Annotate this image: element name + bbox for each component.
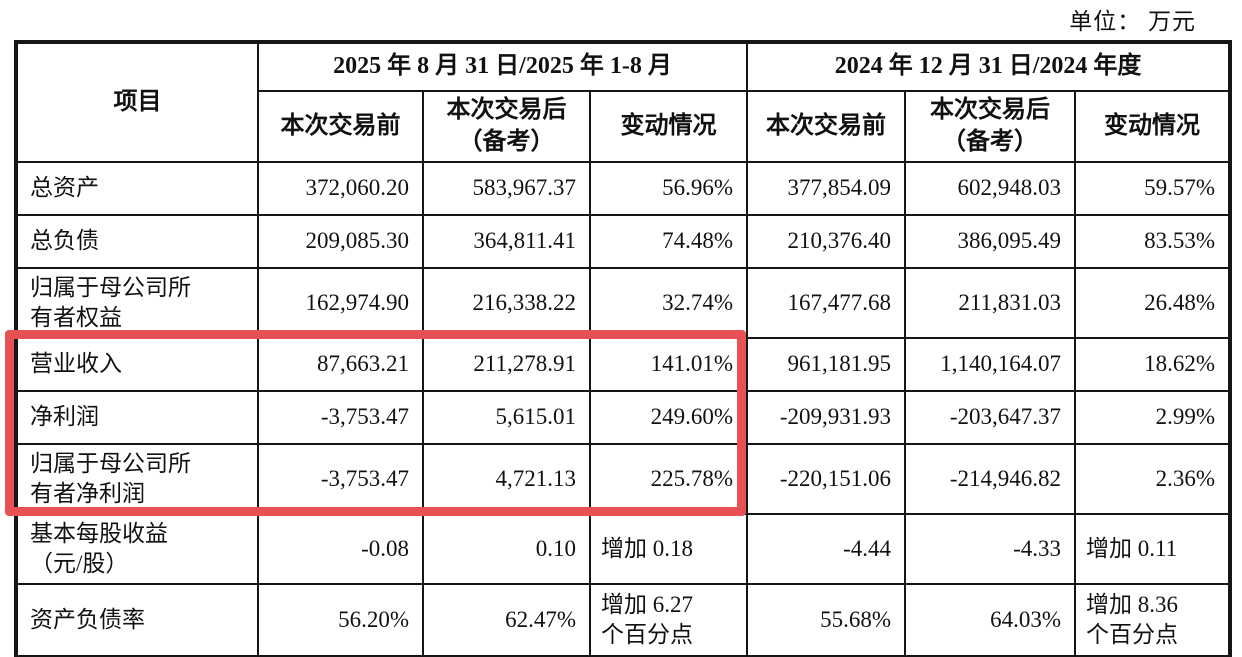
cell-change: 225.78% — [588, 443, 749, 515]
col-header-change-2024: 变动情况 — [1074, 90, 1232, 163]
row-item-label: 资产负债率 — [15, 583, 259, 657]
table-row-total-liabilities: 总负债 209,085.30 364,811.41 74.48% 210,376… — [15, 214, 1232, 269]
table-row-operating-revenue: 营业收入 87,663.21 211,278.91 141.01% 961,18… — [15, 337, 1232, 392]
row-item-label: 总资产 — [15, 161, 259, 216]
sub-header-row: 本次交易前 本次交易后 （备考） 变动情况 本次交易前 本次交易后 （备考） 变… — [16, 90, 1232, 163]
cell-value: -3,753.47 — [257, 443, 424, 515]
col-header-change-2025: 变动情况 — [588, 90, 749, 163]
cell-value: -209,931.93 — [746, 390, 907, 445]
cell-change: 83.53% — [1074, 214, 1232, 269]
cell-change: 249.60% — [588, 390, 749, 445]
cell-value: 211,831.03 — [904, 267, 1077, 339]
cell-value: 216,338.22 — [422, 267, 591, 339]
cell-value: -214,946.82 — [904, 443, 1077, 515]
row-item-label: 基本每股收益 （元/股） — [15, 513, 259, 585]
cell-value: 162,974.90 — [257, 267, 424, 339]
cell-change: 18.62% — [1074, 337, 1232, 392]
cell-value: 5,615.01 — [422, 390, 591, 445]
table-row-parent-equity: 归属于母公司所 有者权益 162,974.90 216,338.22 32.74… — [15, 267, 1232, 339]
table-row-net-profit: 净利润 -3,753.47 5,615.01 249.60% -209,931.… — [15, 390, 1232, 445]
cell-value: 1,140,164.07 — [904, 337, 1077, 392]
cell-change: 59.57% — [1074, 161, 1232, 216]
cell-value: 4,721.13 — [422, 443, 591, 515]
row-item-label: 总负债 — [15, 214, 259, 269]
unit-label: 单位： 万元 — [1069, 9, 1196, 34]
cell-change: 增加 0.11 — [1074, 513, 1232, 585]
cell-value: -203,647.37 — [904, 390, 1077, 445]
cell-value: -0.08 — [257, 513, 424, 585]
cell-change: 增加 0.18 — [588, 513, 749, 585]
cell-value: 87,663.21 — [257, 337, 424, 392]
cell-value: 372,060.20 — [257, 161, 424, 216]
row-item-label: 归属于母公司所 有者净利润 — [15, 443, 259, 515]
group-header-row: 项目 2025 年 8 月 31 日/2025 年 1-8 月 2024 年 1… — [15, 41, 1232, 163]
period-2024-group-header: 2024 年 12 月 31 日/2024 年度 — [746, 41, 1232, 92]
cell-value: 64.03% — [904, 583, 1077, 657]
cell-value: 211,278.91 — [422, 337, 591, 392]
cell-change: 2.99% — [1074, 390, 1232, 445]
cell-change: 74.48% — [588, 214, 749, 269]
cell-value: 209,085.30 — [257, 214, 424, 269]
cell-value: 377,854.09 — [746, 161, 907, 216]
cell-change: 56.96% — [588, 161, 749, 216]
cell-value: 602,948.03 — [904, 161, 1077, 216]
cell-value: -4.44 — [746, 513, 907, 585]
period-2025-group-header: 2025 年 8 月 31 日/2025 年 1-8 月 — [256, 41, 749, 92]
table-row-total-assets: 总资产 372,060.20 583,967.37 56.96% 377,854… — [15, 161, 1232, 216]
cell-value: 583,967.37 — [422, 161, 591, 216]
row-item-label: 营业收入 — [15, 337, 259, 392]
cell-value: 210,376.40 — [746, 214, 907, 269]
row-item-label: 归属于母公司所 有者权益 — [15, 267, 259, 339]
cell-change: 增加 8.36 个百分点 — [1074, 583, 1232, 657]
item-column-header: 项目 — [15, 41, 259, 163]
row-item-label: 净利润 — [15, 390, 259, 445]
col-header-post-transaction-2025: 本次交易后 （备考） — [422, 90, 591, 163]
cell-change: 2.36% — [1074, 443, 1232, 515]
cell-value: 56.20% — [257, 583, 424, 657]
col-header-pre-transaction-2025: 本次交易前 — [257, 90, 424, 163]
cell-value: 386,095.49 — [904, 214, 1077, 269]
cell-value: 55.68% — [746, 583, 907, 657]
cell-value: 62.47% — [422, 583, 591, 657]
financial-comparison-table: 项目 2025 年 8 月 31 日/2025 年 1-8 月 2024 年 1… — [14, 40, 1233, 657]
table-row-parent-net-profit: 归属于母公司所 有者净利润 -3,753.47 4,721.13 225.78%… — [15, 443, 1232, 515]
cell-value: 0.10 — [422, 513, 591, 585]
cell-change: 增加 6.27 个百分点 — [588, 583, 749, 657]
cell-value: -220,151.06 — [746, 443, 907, 515]
cell-value: 364,811.41 — [422, 214, 591, 269]
cell-change: 141.01% — [588, 337, 749, 392]
table-row-asset-liability-ratio: 资产负债率 56.20% 62.47% 增加 6.27 个百分点 55.68% … — [15, 583, 1232, 657]
cell-value: -3,753.47 — [257, 390, 424, 445]
cell-change: 26.48% — [1074, 267, 1232, 339]
cell-value: 167,477.68 — [746, 267, 907, 339]
cell-value: -4.33 — [904, 513, 1077, 585]
col-header-pre-transaction-2024: 本次交易前 — [746, 90, 907, 163]
cell-value: 961,181.95 — [746, 337, 907, 392]
col-header-post-transaction-2024: 本次交易后 （备考） — [904, 90, 1077, 163]
cell-change: 32.74% — [588, 267, 749, 339]
table-row-basic-eps: 基本每股收益 （元/股） -0.08 0.10 增加 0.18 -4.44 -4… — [15, 513, 1232, 585]
